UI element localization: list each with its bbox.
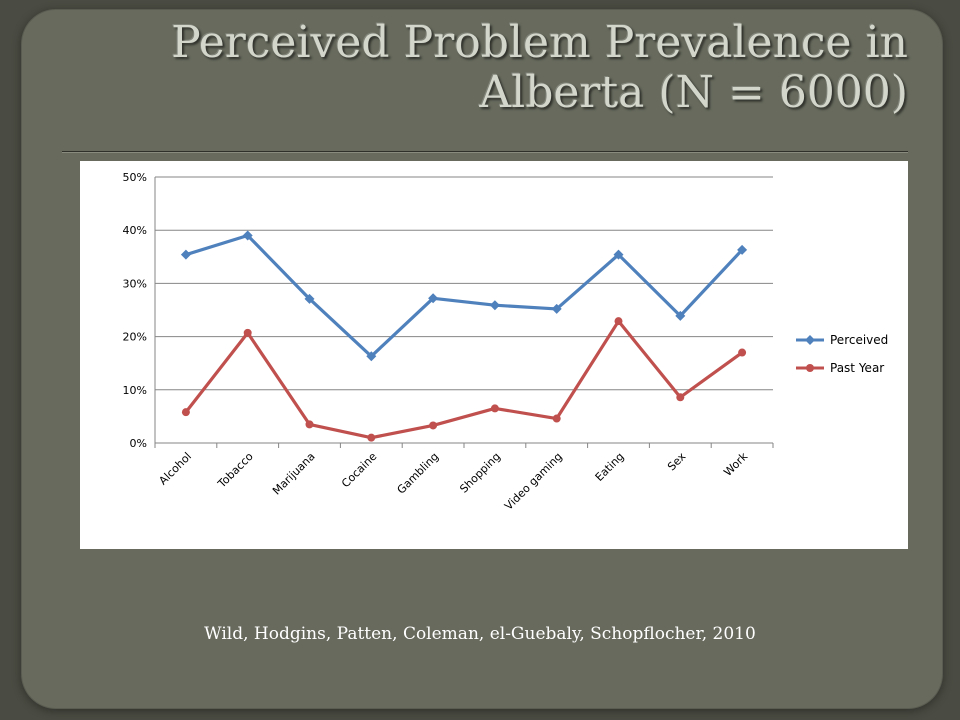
series-line-past-year: [184, 319, 744, 440]
data-point-perceived: [366, 351, 377, 362]
data-point-perceived: [737, 244, 748, 255]
x-tick-label: Eating: [593, 450, 627, 484]
legend-label: Past Year: [830, 361, 884, 375]
y-tick-label: 20%: [123, 331, 147, 344]
data-point-perceived: [304, 293, 315, 304]
chart-area: 0% 10% 20% 30% 40% 50% Alcohol Tobacco Marijuana…: [80, 161, 908, 549]
title-divider: [62, 151, 908, 152]
series-line-perceived: [185, 233, 744, 358]
data-point-past-year: [367, 433, 376, 442]
data-point-past-year: [552, 414, 561, 423]
data-point-past-year: [181, 408, 190, 417]
y-tick-label: 10%: [123, 384, 147, 397]
data-point-past-year: [676, 393, 685, 402]
x-tick-label: Video gaming: [502, 450, 565, 513]
x-tick-label: Marijuana: [270, 450, 318, 498]
data-point-past-year: [243, 328, 252, 337]
x-tick-label: Shopping: [457, 450, 503, 496]
x-tick-label: Gambling: [395, 450, 442, 497]
y-tick-label: 40%: [123, 224, 147, 237]
x-tick-label: Sex: [665, 450, 689, 474]
data-point-perceived: [428, 293, 439, 304]
data-point-past-year: [614, 317, 623, 326]
data-point-perceived: [675, 310, 686, 321]
y-tick-label: 30%: [123, 277, 147, 290]
data-point-perceived: [242, 230, 253, 241]
slide-title: Perceived Problem Prevalence in Alberta …: [80, 18, 908, 118]
y-tick-label: 0%: [130, 437, 147, 450]
data-point-past-year: [305, 420, 314, 429]
data-point-perceived: [180, 249, 191, 260]
data-point-perceived: [551, 303, 562, 314]
data-point-perceived: [489, 300, 500, 311]
data-point-past-year: [490, 404, 499, 413]
x-tick-label: Alcohol: [156, 450, 194, 488]
data-point-past-year: [738, 348, 747, 357]
line-chart: 0% 10% 20% 30% 40% 50% Alcohol Tobacco Marijuana…: [123, 171, 889, 513]
x-tick-label: Work: [721, 449, 750, 478]
data-point-past-year: [429, 421, 438, 430]
data-point-perceived: [613, 249, 624, 260]
legend-label: Perceived: [830, 333, 888, 347]
legend-marker: [805, 335, 815, 345]
x-tick-label: Tobacco: [215, 450, 256, 491]
y-tick-label: 50%: [123, 171, 147, 184]
title-line-1: Perceived Problem Prevalence in: [171, 17, 908, 68]
x-tick-label: Cocaine: [339, 450, 379, 490]
citation: Wild, Hodgins, Patten, Coleman, el-Gueba…: [204, 624, 756, 644]
title-line-2: Alberta (N = 6000): [479, 67, 908, 118]
legend-marker: [806, 364, 814, 372]
